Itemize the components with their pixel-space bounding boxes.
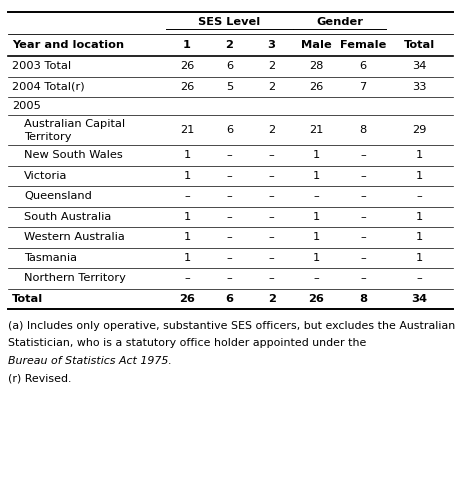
Text: –: – bbox=[269, 171, 275, 181]
Text: 1: 1 bbox=[416, 232, 423, 242]
Text: 1: 1 bbox=[183, 150, 191, 160]
Text: 2: 2 bbox=[225, 40, 233, 50]
Text: 1: 1 bbox=[416, 253, 423, 263]
Text: Territory: Territory bbox=[24, 132, 71, 142]
Text: –: – bbox=[269, 273, 275, 283]
Text: 6: 6 bbox=[359, 61, 366, 71]
Text: –: – bbox=[360, 212, 366, 222]
Text: –: – bbox=[184, 273, 190, 283]
Text: 2: 2 bbox=[268, 82, 275, 92]
Text: 3: 3 bbox=[268, 40, 276, 50]
Text: 1: 1 bbox=[183, 232, 191, 242]
Text: –: – bbox=[360, 191, 366, 201]
Text: –: – bbox=[226, 150, 232, 160]
Text: –: – bbox=[360, 171, 366, 181]
Text: –: – bbox=[313, 191, 319, 201]
Text: 26: 26 bbox=[179, 294, 195, 304]
Text: 1: 1 bbox=[183, 40, 191, 50]
Text: Queensland: Queensland bbox=[24, 191, 92, 201]
Text: 33: 33 bbox=[413, 82, 427, 92]
Text: 28: 28 bbox=[309, 61, 323, 71]
Text: 2: 2 bbox=[268, 294, 276, 304]
Text: 29: 29 bbox=[413, 125, 427, 135]
Text: –: – bbox=[360, 150, 366, 160]
Text: Total: Total bbox=[404, 40, 435, 50]
Text: –: – bbox=[226, 171, 232, 181]
Text: 26: 26 bbox=[308, 294, 324, 304]
Text: 1: 1 bbox=[183, 171, 191, 181]
Text: 34: 34 bbox=[412, 294, 428, 304]
Text: 26: 26 bbox=[180, 82, 194, 92]
Text: (r) Revised.: (r) Revised. bbox=[8, 373, 71, 383]
Text: –: – bbox=[269, 150, 275, 160]
Text: Total: Total bbox=[12, 294, 43, 304]
Text: Male: Male bbox=[301, 40, 331, 50]
Text: 1: 1 bbox=[313, 150, 320, 160]
Text: 26: 26 bbox=[180, 61, 194, 71]
Text: 2004 Total(r): 2004 Total(r) bbox=[12, 82, 85, 92]
Text: Western Australia: Western Australia bbox=[24, 232, 125, 242]
Text: Tasmania: Tasmania bbox=[24, 253, 77, 263]
Text: Female: Female bbox=[340, 40, 386, 50]
Text: 6: 6 bbox=[225, 294, 233, 304]
Text: –: – bbox=[226, 212, 232, 222]
Text: –: – bbox=[226, 273, 232, 283]
Text: 6: 6 bbox=[226, 125, 233, 135]
Text: –: – bbox=[226, 191, 232, 201]
Text: Victoria: Victoria bbox=[24, 171, 67, 181]
Text: 2: 2 bbox=[268, 61, 275, 71]
Text: 1: 1 bbox=[416, 171, 423, 181]
Text: Statistician, who is a statutory office holder appointed under the: Statistician, who is a statutory office … bbox=[8, 338, 370, 348]
Text: (a) Includes only operative, substantive SES officers, but excludes the Australi: (a) Includes only operative, substantive… bbox=[8, 321, 455, 331]
Text: 21: 21 bbox=[180, 125, 194, 135]
Text: –: – bbox=[417, 273, 422, 283]
Text: 8: 8 bbox=[359, 294, 367, 304]
Text: South Australia: South Australia bbox=[24, 212, 111, 222]
Text: –: – bbox=[226, 232, 232, 242]
Text: 7: 7 bbox=[359, 82, 366, 92]
Text: 8: 8 bbox=[359, 125, 366, 135]
Text: –: – bbox=[184, 191, 190, 201]
Text: 26: 26 bbox=[309, 82, 323, 92]
Text: Year and location: Year and location bbox=[12, 40, 124, 50]
Text: 1: 1 bbox=[183, 253, 191, 263]
Text: 2: 2 bbox=[268, 125, 275, 135]
Text: –: – bbox=[269, 191, 275, 201]
Text: 1: 1 bbox=[416, 212, 423, 222]
Text: –: – bbox=[360, 253, 366, 263]
Text: 21: 21 bbox=[309, 125, 323, 135]
Text: Bureau of Statistics Act 1975.: Bureau of Statistics Act 1975. bbox=[8, 356, 172, 366]
Text: 5: 5 bbox=[226, 82, 233, 92]
Text: 2005: 2005 bbox=[12, 101, 41, 111]
Text: –: – bbox=[417, 191, 422, 201]
Text: 34: 34 bbox=[413, 61, 427, 71]
Text: Gender: Gender bbox=[316, 17, 363, 27]
Text: –: – bbox=[269, 253, 275, 263]
Text: –: – bbox=[269, 232, 275, 242]
Text: –: – bbox=[313, 273, 319, 283]
Text: 1: 1 bbox=[183, 212, 191, 222]
Text: Australian Capital: Australian Capital bbox=[24, 119, 125, 129]
Text: –: – bbox=[226, 253, 232, 263]
Text: –: – bbox=[360, 273, 366, 283]
Text: 1: 1 bbox=[313, 171, 320, 181]
Text: SES Level: SES Level bbox=[198, 17, 260, 27]
Text: 2003 Total: 2003 Total bbox=[12, 61, 71, 71]
Text: Northern Territory: Northern Territory bbox=[24, 273, 126, 283]
Text: New South Wales: New South Wales bbox=[24, 150, 123, 160]
Text: 1: 1 bbox=[416, 150, 423, 160]
Text: –: – bbox=[269, 212, 275, 222]
Text: 1: 1 bbox=[313, 212, 320, 222]
Text: 6: 6 bbox=[226, 61, 233, 71]
Text: –: – bbox=[360, 232, 366, 242]
Text: 1: 1 bbox=[313, 253, 320, 263]
Text: 1: 1 bbox=[313, 232, 320, 242]
